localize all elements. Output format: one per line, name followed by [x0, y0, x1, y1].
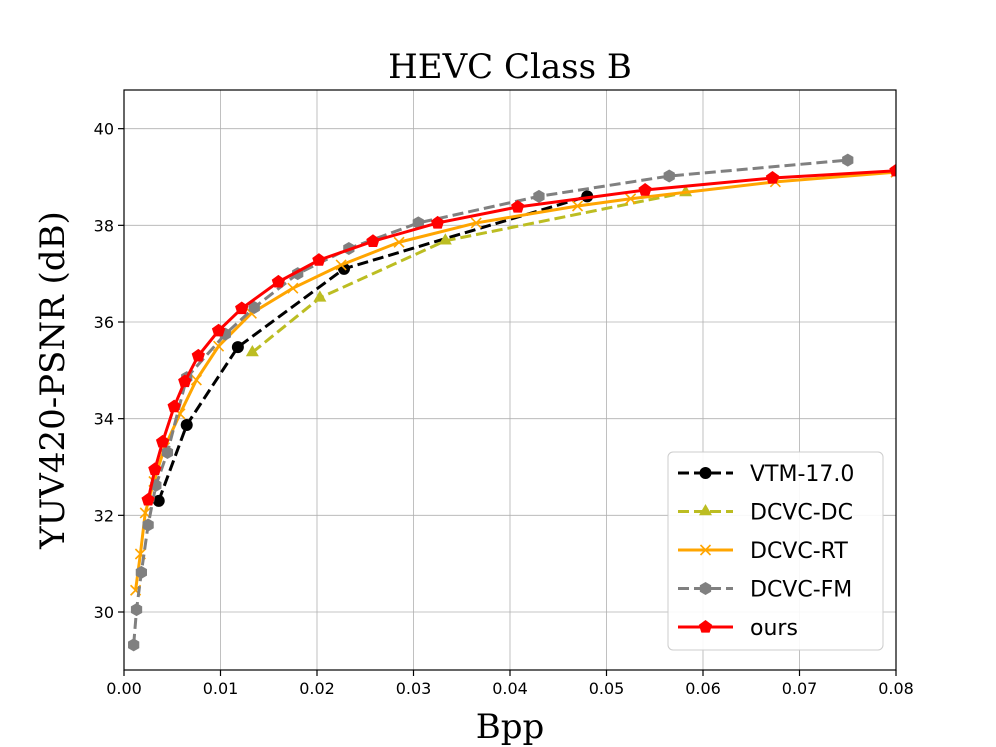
legend-marker: [698, 620, 713, 633]
x-marker-stroke: [625, 193, 637, 205]
axis-ticks: 0.00 0.01 0.02 0.03 0.04 0.05 0.06 0.07 0.08 30 32…: [94, 120, 914, 698]
legend-entry: DCVC-FM: [678, 578, 852, 603]
legend-entry: DCVC-RT: [678, 539, 848, 564]
legend-label: DCVC-DC: [750, 501, 853, 526]
legend-entry: VTM-17.0: [678, 462, 854, 487]
legend: VTM-17.0 DCVC-DC DCVC-RT DCVC-FM ours: [667, 451, 884, 651]
x-marker-stroke: [190, 374, 202, 386]
data-point: [312, 253, 326, 266]
data-point: [213, 340, 225, 352]
data-point: [130, 603, 143, 617]
data-point: [245, 344, 259, 357]
data-point: [178, 374, 192, 388]
data-point: [470, 217, 482, 229]
data-point: [190, 374, 202, 386]
data-point: [161, 446, 174, 459]
data-point: [271, 274, 286, 288]
data-point: [430, 215, 445, 229]
data-point: [533, 189, 545, 203]
x-marker-stroke: [699, 544, 712, 556]
x-marker-stroke: [393, 236, 405, 248]
y-axis-label: YUV420-PSNR (dB): [33, 211, 73, 550]
legend-marker: [699, 544, 712, 556]
x-tick-label: 0.01: [203, 679, 239, 698]
y-tick-label: 34: [94, 410, 114, 429]
data-point: [571, 200, 584, 212]
series-dcvc-fm: [128, 153, 854, 652]
legend-box: [667, 451, 884, 651]
legend-label: ours: [750, 616, 798, 641]
data-point: [313, 290, 327, 302]
x-marker-stroke: [213, 340, 225, 352]
x-marker-stroke: [470, 217, 482, 229]
data-point: [155, 434, 170, 448]
data-point: [152, 494, 165, 507]
y-tick-label: 38: [94, 216, 114, 235]
data-point: [248, 301, 260, 314]
data-point: [191, 348, 205, 362]
y-tick-label: 30: [94, 603, 114, 622]
data-point: [142, 518, 154, 532]
data-point: [180, 418, 193, 431]
data-point: [128, 638, 140, 652]
x-tick-label: 0.02: [299, 679, 335, 698]
chart-title: HEVC Class B: [388, 47, 632, 87]
x-tick-label: 0.03: [396, 679, 432, 698]
y-tick-label: 32: [94, 506, 114, 525]
x-tick-label: 0.00: [106, 679, 142, 698]
x-tick-label: 0.04: [492, 679, 528, 698]
x-tick-label: 0.05: [589, 679, 625, 698]
data-point: [663, 169, 675, 183]
series-layer: [128, 153, 896, 652]
data-point: [335, 259, 347, 271]
data-point: [211, 323, 226, 337]
x-marker-stroke: [134, 548, 146, 560]
legend-entry: DCVC-DC: [678, 501, 853, 526]
legend-label: DCVC-FM: [750, 578, 852, 603]
x-marker-stroke: [335, 259, 347, 271]
x-tick-label: 0.07: [782, 679, 818, 698]
legend-entry: ours: [678, 616, 798, 641]
data-point: [287, 282, 299, 294]
data-point: [393, 236, 405, 248]
series-line: [132, 158, 848, 645]
data-point: [366, 234, 380, 247]
x-marker-stroke: [571, 200, 584, 212]
x-tick-label: 0.06: [685, 679, 721, 698]
legend-marker: [699, 582, 712, 595]
x-marker-stroke: [139, 507, 151, 519]
series-ours: [141, 163, 896, 506]
data-point: [625, 193, 637, 205]
x-tick-label: 0.08: [878, 679, 914, 698]
y-tick-label: 40: [94, 120, 114, 139]
legend-marker: [699, 504, 712, 516]
y-tick-label: 36: [94, 313, 114, 332]
data-point: [842, 153, 854, 167]
series-line: [157, 194, 588, 502]
legend-label: DCVC-RT: [750, 539, 848, 564]
legend-marker: [699, 467, 712, 479]
legend-label: VTM-17.0: [750, 462, 854, 487]
data-point: [231, 341, 244, 354]
data-point: [889, 163, 896, 177]
data-point: [765, 170, 780, 184]
series-vtm-17-0: [152, 190, 594, 507]
data-point: [148, 462, 162, 476]
data-point: [511, 199, 525, 213]
x-marker-stroke: [287, 282, 299, 294]
data-point: [438, 233, 452, 245]
data-point: [235, 301, 249, 315]
data-point: [141, 492, 155, 506]
series-line: [146, 169, 896, 501]
x-axis-label: Bpp: [476, 707, 545, 747]
data-point: [638, 183, 652, 196]
data-point: [167, 399, 181, 413]
data-point: [135, 565, 147, 579]
